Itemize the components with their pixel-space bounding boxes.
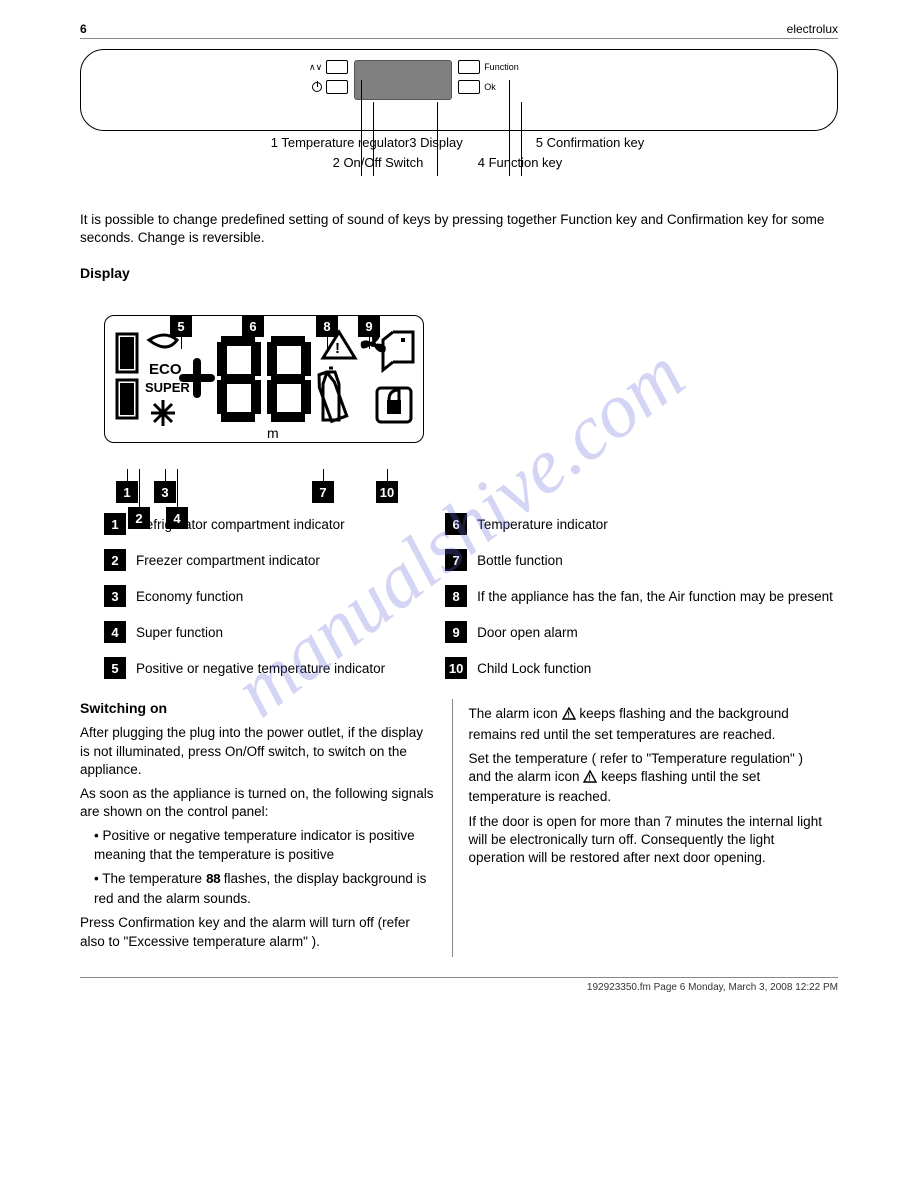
bullet: • Positive or negative temperature indic… xyxy=(94,827,436,863)
tag-line xyxy=(323,469,324,481)
brand-label: electrolux xyxy=(787,22,838,36)
para: After plugging the plug into the power o… xyxy=(80,724,436,779)
callout-4: 4 Function key xyxy=(478,155,563,170)
callout-2: 2 On/Off Switch xyxy=(333,155,424,170)
footer-text: 192923350.fm Page 6 Monday, March 3, 200… xyxy=(587,982,838,993)
svg-text:SUPER: SUPER xyxy=(145,380,190,395)
legend-item: 2Freezer compartment indicator xyxy=(104,549,385,571)
seg88-icon: 88 xyxy=(206,872,220,890)
svg-text:!: ! xyxy=(335,340,340,357)
updown-label: ∧∨ xyxy=(309,62,322,73)
para: Set the temperature ( refer to "Temperat… xyxy=(469,750,825,807)
svg-text:!: ! xyxy=(567,711,570,720)
legend-item: 6Temperature indicator xyxy=(445,513,833,535)
para: If the door is open for more than 7 minu… xyxy=(469,813,825,868)
tag-line xyxy=(127,469,128,481)
footer: 192923350.fm Page 6 Monday, March 3, 200… xyxy=(80,977,838,993)
bullet: • The temperature 88 flashes, the displa… xyxy=(94,870,436,908)
tag-7: 7 xyxy=(312,481,334,503)
power-button xyxy=(326,80,348,94)
callout-5: 5 Confirmation key xyxy=(536,135,644,150)
tag-4: 4 xyxy=(166,507,188,529)
column-separator xyxy=(452,699,453,956)
page-number: 6 xyxy=(80,22,87,36)
svg-text:m: m xyxy=(267,425,279,441)
display-heading: Display xyxy=(80,265,838,281)
tag-1: 1 xyxy=(116,481,138,503)
switching-on-heading: Switching on xyxy=(80,699,436,718)
tag-line xyxy=(139,469,140,507)
alarm-triangle-icon: ! xyxy=(583,770,597,788)
legend: 1Refrigerator compartment indicator 2Fre… xyxy=(104,513,838,679)
lcd-screen xyxy=(354,60,452,100)
legend-item: 10Child Lock function xyxy=(445,657,833,679)
svg-text:!: ! xyxy=(589,774,592,783)
power-icon xyxy=(312,82,322,92)
para: Press Confirmation key and the alarm wil… xyxy=(80,914,436,950)
header-rule xyxy=(80,38,838,39)
para: As soon as the appliance is turned on, t… xyxy=(80,785,436,821)
tag-line xyxy=(177,469,178,507)
legend-item: 3Economy function xyxy=(104,585,385,607)
callout-3: 3 Display xyxy=(409,135,462,150)
col-right: The alarm icon ! keeps flashing and the … xyxy=(455,699,839,956)
para: The alarm icon ! keeps flashing and the … xyxy=(469,705,825,743)
ok-label: Ok xyxy=(484,82,496,92)
tag-3: 3 xyxy=(154,481,176,503)
col-left: Switching on After plugging the plug int… xyxy=(80,699,450,956)
tag-10: 10 xyxy=(376,481,398,503)
svg-text:ECO: ECO xyxy=(149,361,182,378)
page-header: 6 electrolux xyxy=(80,22,838,36)
function-label: Function xyxy=(484,62,519,72)
ok-button xyxy=(458,80,480,94)
intro-para: It is possible to change predefined sett… xyxy=(80,211,838,247)
legend-item: 8If the appliance has the fan, the Air f… xyxy=(445,585,833,607)
function-button xyxy=(458,60,480,74)
temperature-button xyxy=(326,60,348,74)
tag-line xyxy=(387,469,388,481)
alarm-triangle-icon: ! xyxy=(562,707,576,725)
control-panel-illustration: ∧∨ Function Ok xyxy=(80,49,838,131)
body-columns: Switching on After plugging the plug int… xyxy=(80,699,838,956)
legend-item: 9Door open alarm xyxy=(445,621,833,643)
tag-line xyxy=(165,469,166,481)
lcd-enlarged: ECO SUPER xyxy=(104,315,424,443)
tag-2: 2 xyxy=(128,507,150,529)
legend-item: 5Positive or negative temperature indica… xyxy=(104,657,385,679)
legend-item: 7Bottle function xyxy=(445,549,833,571)
legend-item: 4Super function xyxy=(104,621,385,643)
callout-1: 1 Temperature regulator xyxy=(271,135,410,150)
